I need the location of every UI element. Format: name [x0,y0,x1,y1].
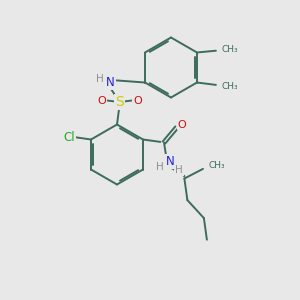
Text: N: N [166,154,174,168]
Text: CH₃: CH₃ [209,161,226,170]
Text: CH₃: CH₃ [222,45,238,54]
Text: H: H [156,161,164,172]
Text: Cl: Cl [63,130,75,144]
Text: O: O [97,95,106,106]
Text: N: N [106,76,115,89]
Text: S: S [115,95,124,109]
Text: CH₃: CH₃ [222,82,238,91]
Text: H: H [175,165,183,175]
Text: H: H [96,74,104,84]
Text: O: O [178,119,186,130]
Text: O: O [133,95,142,106]
